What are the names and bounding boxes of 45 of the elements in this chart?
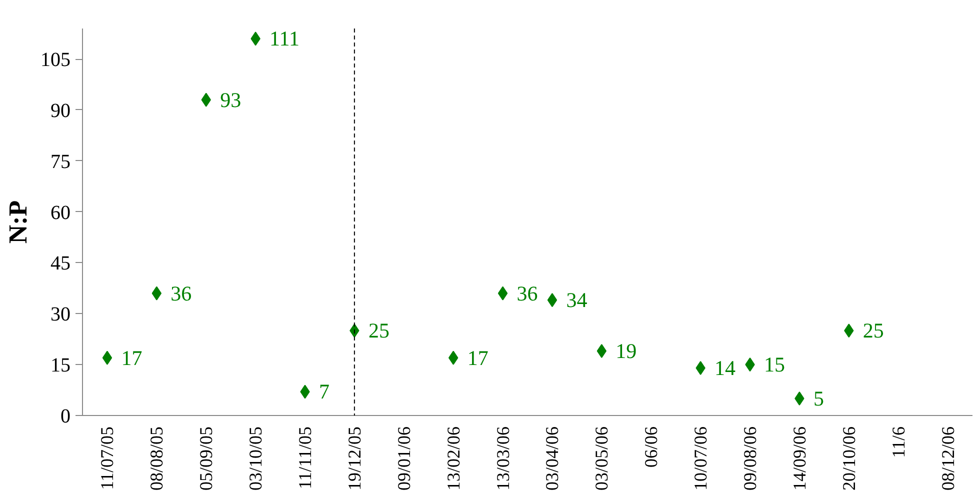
point xyxy=(547,293,558,308)
data-label: 17 xyxy=(467,346,488,370)
y-tick-label: 60 xyxy=(50,202,70,224)
data-label: 36 xyxy=(170,281,192,306)
data-label: 25 xyxy=(368,318,390,343)
x-tick-label: 20/10/06 xyxy=(838,426,859,490)
data-label: 93 xyxy=(220,88,242,112)
point xyxy=(596,344,606,358)
data-label: 7 xyxy=(319,380,330,404)
y-tick-label: 15 xyxy=(50,354,70,377)
x-tick-label: 11/07/05 xyxy=(97,426,118,490)
y-tick-label: 0 xyxy=(60,406,70,428)
x-tick-label: 03/04/06 xyxy=(542,426,562,490)
y-tick-label: 45 xyxy=(50,252,70,275)
x-tick-label: 08/08/05 xyxy=(146,426,167,490)
x-tick-label: 09/01/06 xyxy=(394,426,414,490)
x-tick-label: 13/03/06 xyxy=(492,426,513,490)
x-tick-label: 13/02/06 xyxy=(443,426,464,490)
x-tick-label: 10/07/06 xyxy=(690,426,711,490)
x-tick-label: 14/09/06 xyxy=(789,426,810,490)
data-label: 34 xyxy=(566,288,588,312)
data-label: 15 xyxy=(764,352,785,377)
y-axis-title: N:P xyxy=(4,200,32,244)
data-label: 19 xyxy=(616,339,637,363)
x-tick-label: 05/09/05 xyxy=(196,426,216,490)
y-tick-label: 30 xyxy=(50,304,70,326)
data-label: 14 xyxy=(714,356,736,380)
x-tick-label: 06/06 xyxy=(641,426,662,468)
x-tick-label: 09/08/06 xyxy=(740,426,760,490)
point xyxy=(102,350,112,365)
y-tick-label: 90 xyxy=(50,100,70,122)
data-label: 25 xyxy=(862,318,884,343)
data-label: 111 xyxy=(270,26,300,51)
data-label: 5 xyxy=(813,386,824,411)
x-tick-label: 08/12/06 xyxy=(938,426,958,490)
y-tick-label: 75 xyxy=(50,150,70,173)
x-tick-label: 03/05/06 xyxy=(592,426,612,490)
y-tick-label: 105 xyxy=(40,49,70,72)
data-label: 36 xyxy=(516,281,538,306)
x-tick-label: 11/6 xyxy=(888,426,908,458)
data-label: 17 xyxy=(121,346,142,370)
x-tick-label: 11/11/05 xyxy=(295,426,315,490)
x-tick-label: 03/10/05 xyxy=(246,426,266,490)
x-tick-label: 19/12/05 xyxy=(344,426,364,490)
point xyxy=(498,286,508,300)
